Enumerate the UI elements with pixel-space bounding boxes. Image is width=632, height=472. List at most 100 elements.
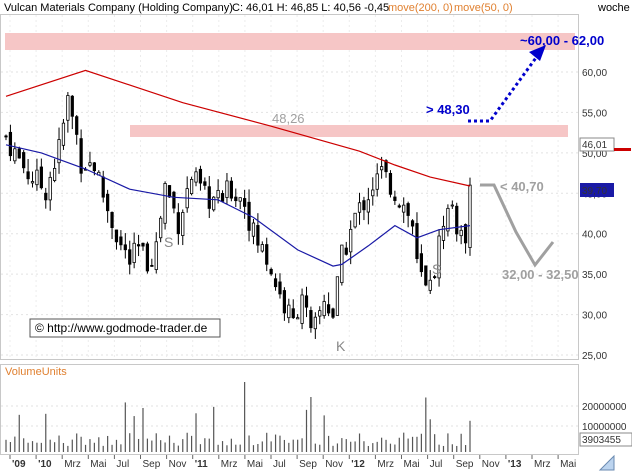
candle-body	[331, 308, 335, 318]
volume-bar	[168, 435, 171, 452]
candle-body	[450, 204, 454, 207]
time-tick-label: Jul	[430, 459, 443, 470]
volume-bar	[270, 441, 272, 452]
candle-body	[167, 185, 172, 198]
volume-bar	[381, 437, 383, 452]
volume-tick-label: 20000000	[582, 402, 627, 413]
volume-bar	[151, 440, 153, 452]
candle-body	[216, 189, 220, 199]
candle-body	[8, 131, 13, 157]
candle-body	[198, 168, 203, 184]
candle-body	[291, 308, 295, 319]
price-tick-label: 35,00	[582, 270, 607, 281]
left-shoulder-label: S	[164, 234, 173, 250]
volume-bar	[411, 436, 414, 452]
volume-bar	[142, 407, 144, 452]
candle-body	[13, 148, 17, 162]
time-tick-label: Sep	[299, 459, 317, 470]
volume-bar	[45, 413, 47, 452]
candle-body	[357, 202, 362, 213]
candle-body	[172, 191, 176, 209]
right-shoulder-label: S	[432, 261, 441, 277]
volume-bar	[124, 402, 126, 452]
volume-bar	[80, 436, 82, 452]
volume-bar	[332, 445, 334, 452]
candle-body	[455, 205, 459, 235]
candle-body	[282, 290, 287, 314]
volume-bar	[385, 439, 387, 452]
candle-body	[468, 184, 472, 248]
volume-bar	[257, 443, 259, 452]
candle-body	[344, 247, 348, 255]
volume-bar	[213, 406, 215, 452]
volume-bar	[235, 444, 237, 452]
time-tick-label: Nov	[482, 459, 500, 470]
volume-bar	[292, 439, 294, 452]
time-tick-label: '12	[351, 459, 365, 470]
volume-bar	[363, 441, 365, 452]
volume-bar	[129, 433, 131, 452]
candle-body	[4, 135, 8, 138]
candle-body	[313, 316, 317, 330]
volume-bar	[367, 445, 369, 452]
volume-bar	[279, 435, 281, 452]
candle-body	[437, 235, 441, 279]
candle-body	[128, 249, 132, 265]
candle-body	[296, 317, 300, 320]
volume-bar	[49, 439, 51, 452]
copyright-text[interactable]: © http://www.godmode-trader.de	[35, 321, 208, 335]
time-tick-label: Jul	[273, 459, 286, 470]
price-tick-label: 25,00	[582, 351, 607, 362]
volume-bar	[394, 444, 396, 452]
head-label: K	[336, 338, 346, 354]
candle-body	[114, 229, 119, 243]
ma200-line	[5, 69, 471, 187]
price-tick-label: 40,00	[582, 230, 607, 241]
volume-bar	[36, 442, 38, 452]
volume-bar	[9, 442, 12, 452]
volume-bar	[160, 440, 162, 452]
volume-bar	[416, 436, 418, 452]
volume-bar	[456, 445, 458, 452]
candle-body	[123, 244, 127, 251]
candles	[4, 92, 472, 339]
volume-bar	[425, 397, 427, 452]
candle-body	[362, 200, 366, 211]
candle-body	[243, 198, 247, 207]
volume-bar	[133, 416, 135, 452]
last-price-badge: 46,01	[579, 137, 631, 152]
volume-bar	[310, 397, 312, 452]
target-zone	[5, 33, 575, 50]
volume-bar	[345, 439, 347, 452]
price-tick-label: 30,00	[582, 311, 607, 322]
time-tick-label: '09	[12, 459, 26, 470]
volume-bar	[199, 444, 202, 452]
candle-body	[212, 196, 216, 211]
time-tick-label: Nov	[325, 459, 343, 470]
candle-body	[419, 253, 424, 273]
scroll-corner-icon[interactable]	[598, 454, 615, 471]
candle-body	[57, 139, 61, 164]
candle-body	[256, 225, 260, 246]
volume-bar	[248, 435, 250, 452]
volume-bar	[208, 438, 210, 452]
volume-bar	[23, 438, 25, 452]
candle-body	[269, 268, 273, 275]
candle-body	[79, 138, 83, 174]
volume-bar	[31, 441, 34, 452]
candle-body	[234, 196, 238, 202]
header-ma200: move(200, 0)	[388, 2, 453, 14]
candle-body	[260, 244, 264, 252]
moving-averages	[5, 69, 471, 267]
volume-bar	[376, 441, 378, 452]
volume-bar	[62, 442, 65, 452]
candle-body	[415, 223, 419, 259]
volume-bar	[283, 439, 285, 452]
volume-bar	[71, 439, 73, 452]
breakout-arrow	[468, 54, 540, 123]
band-label: 48,26	[272, 111, 305, 126]
candle-body	[225, 180, 229, 198]
volume-bar	[460, 433, 462, 452]
candle-body	[463, 224, 468, 244]
